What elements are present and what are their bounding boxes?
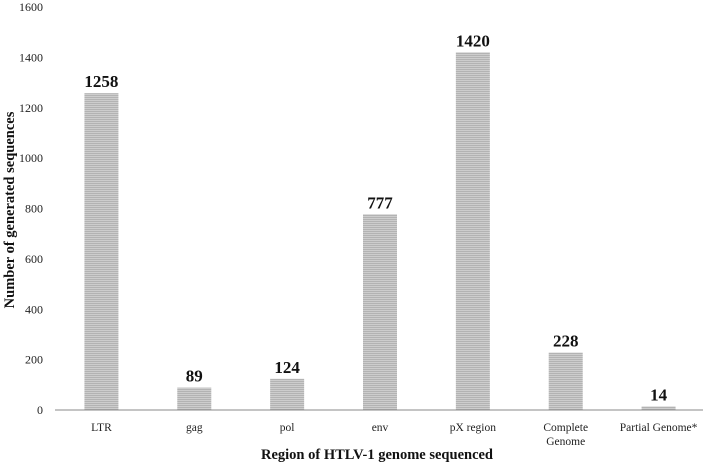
x-tick-label: pX region	[450, 422, 497, 434]
x-tick-label: Partial Genome*	[620, 422, 698, 434]
bar-value-label: 124	[274, 358, 300, 377]
x-tick-label: env	[372, 422, 389, 434]
bar-value-label: 14	[650, 385, 668, 404]
y-tick-label: 1600	[19, 0, 43, 14]
bar-pol	[270, 378, 305, 410]
bar-ltr	[84, 93, 119, 411]
bar-px-region	[455, 52, 490, 411]
bar-value-label: 1258	[84, 72, 118, 91]
y-tick-label: 200	[25, 353, 43, 367]
x-tick-label: pol	[280, 422, 295, 434]
x-tick-label: Complete Genome	[543, 422, 588, 448]
y-axis-ticks: 0 200 400 600 800 1000 1200 1400 1600	[19, 0, 43, 417]
bar-value-label: 228	[553, 332, 579, 351]
bar-complete-genome	[548, 352, 583, 410]
x-axis-ticks: LTR gag pol env pX region Complete Genome Parti…	[91, 422, 698, 448]
bar-value-label: 89	[186, 367, 203, 386]
y-tick-label: 1400	[19, 50, 43, 64]
bar-value-label: 777	[367, 193, 393, 212]
x-axis-title: Region of HTLV-1 genome sequenced	[261, 447, 493, 463]
x-tick-label: LTR	[91, 422, 112, 434]
bars	[84, 52, 676, 411]
y-tick-label: 1200	[19, 101, 43, 115]
bar-gag	[177, 387, 212, 410]
x-tick-label: gag	[186, 422, 203, 434]
y-tick-label: 800	[25, 202, 43, 216]
bar-env	[363, 214, 397, 410]
data-labels: 1258 89 124 777 1420 228 14	[84, 31, 667, 404]
y-tick-label: 1000	[19, 151, 43, 165]
bar-partial-genome	[641, 406, 676, 410]
y-axis-title: Number of generated sequences	[2, 111, 18, 308]
y-tick-label: 600	[25, 252, 43, 266]
y-tick-label: 400	[25, 302, 43, 316]
y-tick-label: 0	[37, 403, 43, 417]
bar-value-label: 1420	[456, 31, 490, 50]
